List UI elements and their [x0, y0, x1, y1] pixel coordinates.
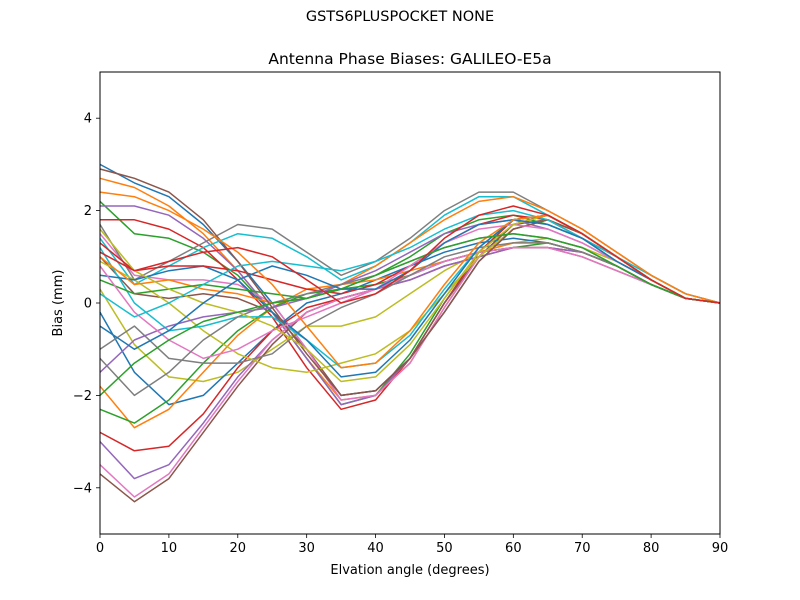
y-tick-label: −2 — [73, 389, 92, 404]
series-line-17 — [99, 246, 721, 498]
series-line-22 — [99, 195, 721, 304]
series-layer — [99, 163, 721, 503]
x-tick-label: 30 — [298, 541, 315, 556]
y-tick-label: −4 — [73, 481, 92, 496]
y-tick-label: 0 — [84, 297, 92, 312]
series-line-27 — [99, 223, 721, 360]
x-tick-label: 80 — [643, 541, 660, 556]
x-tick-label: 60 — [505, 541, 522, 556]
x-tick-label: 90 — [712, 541, 729, 556]
ticks-layer: 0 10 20 30 40 50 60 70 80 90 −4 −2 0 2 4 — [73, 112, 728, 556]
y-tick-label: 4 — [84, 112, 92, 127]
x-tick-label: 70 — [574, 541, 591, 556]
x-tick-label: 0 — [96, 541, 104, 556]
x-tick-label: 40 — [367, 541, 384, 556]
y-axis-label: Bias (mm) — [51, 270, 66, 337]
series-line-28 — [99, 232, 721, 397]
y-tick-label: 2 — [84, 204, 92, 219]
chart-title: Antenna Phase Biases: GALILEO-E5a — [268, 50, 551, 68]
series-line-6 — [99, 219, 721, 397]
plot-frame — [99, 71, 721, 535]
figure-suptitle: GSTS6PLUSPOCKET NONE — [305, 9, 495, 25]
series-line-33 — [99, 232, 721, 396]
x-tick-label: 50 — [436, 541, 453, 556]
series-line-29 — [99, 214, 721, 383]
series-line-34 — [99, 205, 721, 304]
x-axis-label: Elvation angle (degrees) — [330, 563, 489, 578]
x-tick-label: 10 — [161, 541, 178, 556]
x-tick-label: 20 — [230, 541, 247, 556]
